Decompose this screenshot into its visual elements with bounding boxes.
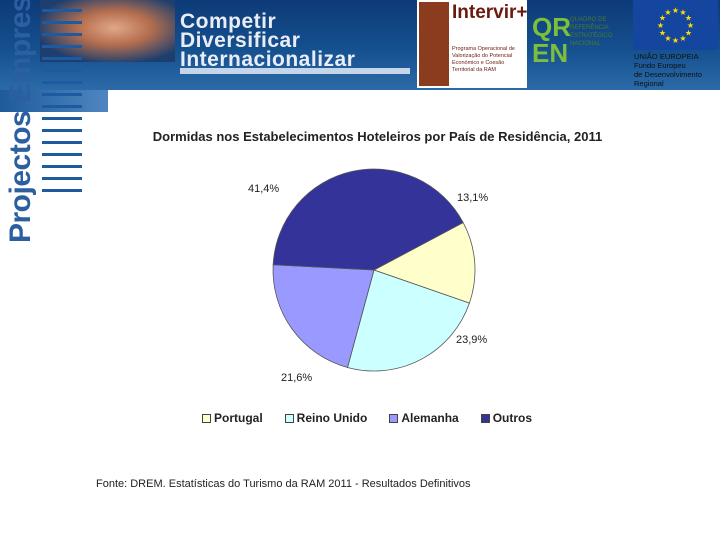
eu-star-icon: ★	[687, 21, 694, 30]
eu-line-3: de Desenvolvimento	[634, 70, 702, 79]
brand-slogan: Competir Diversificar Internacionalizar	[180, 10, 356, 71]
pct-label-portugal: 13,1%	[457, 192, 489, 204]
eu-line-2: Fundo Europeu	[634, 61, 686, 70]
eu-flag-icon: ★ ★ ★ ★ ★ ★ ★ ★ ★ ★ ★ ★	[633, 0, 718, 50]
eu-star-icon: ★	[664, 34, 671, 43]
chart-title: Dormidas nos Estabelecimentos Hoteleiros…	[152, 129, 603, 144]
legend-swatch	[284, 413, 294, 423]
left-stripes	[42, 0, 82, 192]
pct-label-reino-unido: 23,9%	[456, 334, 488, 346]
pie-slice-portugal	[373, 222, 476, 304]
eu-star-icon: ★	[685, 14, 692, 23]
eu-star-icon: ★	[679, 8, 686, 17]
eu-star-icon: ★	[672, 36, 679, 45]
legend-swatch	[202, 413, 211, 423]
brand-line-1: Competir	[180, 10, 277, 33]
eu-line-1: UNIÃO EUROPEIA	[634, 52, 699, 61]
intervir-figure-icon	[419, 2, 449, 86]
qren-letters: QR EN	[532, 12, 571, 68]
legend-item-reino-unido: Reino Unido	[284, 411, 368, 425]
qren-logo: QR EN QUADRO DE REFERÊNCIA ESTRATÉGICO N…	[528, 10, 628, 74]
pct-label-outros: 41,4%	[248, 183, 280, 195]
eu-star-icon: ★	[679, 34, 686, 43]
legend-label: Alemanha	[401, 411, 459, 425]
legend-item-outros: Outros	[480, 411, 533, 425]
pie-slice-alemanha	[272, 264, 375, 368]
eu-caption: UNIÃO EUROPEIA Fundo Europeu de Desenvol…	[634, 52, 720, 88]
eu-star-icon: ★	[685, 29, 692, 38]
legend-label: Portugal	[214, 411, 263, 425]
eu-star-icon: ★	[659, 14, 666, 23]
intervir-subtitle: Programa Operacional de Valorização do P…	[452, 46, 515, 73]
banner-stripe	[180, 68, 410, 74]
intervir-logo: Intervir+ Programa Operacional de Valori…	[417, 0, 528, 88]
chart-legend: Portugal Reino Unido Alemanha Outros	[202, 411, 532, 425]
legend-item-portugal: Portugal	[202, 411, 263, 425]
eu-star-icon: ★	[657, 21, 664, 30]
brand-line-3: Internacionalizar	[180, 48, 356, 71]
legend-swatch	[480, 413, 490, 423]
legend-label: Reino Unido	[296, 411, 368, 425]
pie-slice-outros	[272, 168, 464, 271]
qren-text: QUADRO DE REFERÊNCIA ESTRATÉGICO NACIONA…	[570, 17, 613, 47]
pie-slice-reino-unido	[347, 269, 470, 372]
intervir-name: Intervir+	[452, 2, 528, 23]
legend-swatch	[389, 413, 399, 423]
source-note: Fonte: DREM. Estatísticas do Turismo da …	[96, 478, 471, 490]
pct-label-alemanha: 21,6%	[281, 372, 313, 384]
legend-label: Outros	[492, 411, 533, 425]
eu-star-icon: ★	[664, 8, 671, 17]
legend-item-alemanha: Alemanha	[389, 411, 459, 425]
brand-line-2: Diversificar	[180, 29, 301, 52]
eu-line-4: Regional	[634, 79, 664, 88]
eu-star-icon: ★	[659, 29, 666, 38]
eu-star-icon: ★	[672, 6, 679, 15]
